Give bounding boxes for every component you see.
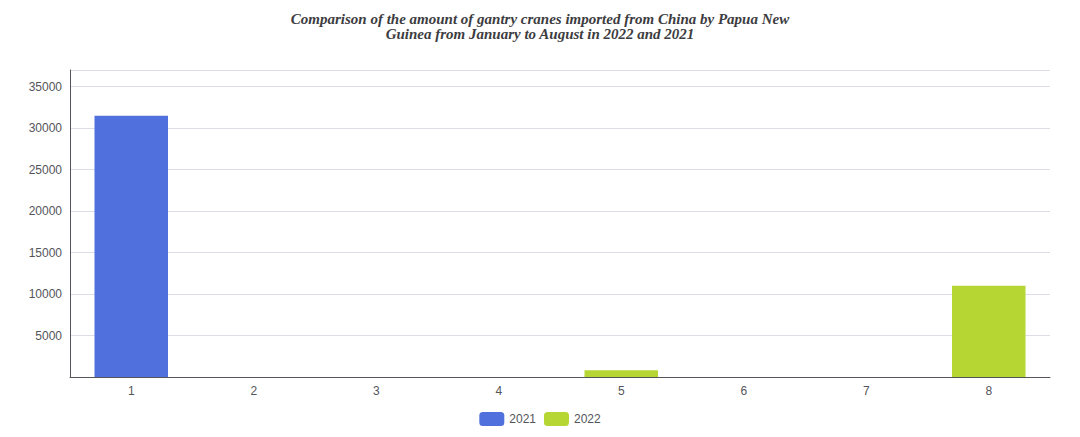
svg-text:2022: 2022 xyxy=(574,412,601,426)
svg-text:35000: 35000 xyxy=(29,80,63,94)
svg-text:20000: 20000 xyxy=(29,204,63,218)
svg-text:30000: 30000 xyxy=(29,121,63,135)
svg-text:7: 7 xyxy=(863,384,870,398)
svg-text:25000: 25000 xyxy=(29,163,63,177)
svg-text:Guinea from January to August: Guinea from January to August in 2022 an… xyxy=(386,26,695,42)
svg-text:6: 6 xyxy=(740,384,747,398)
svg-text:10000: 10000 xyxy=(29,287,63,301)
svg-text:8: 8 xyxy=(985,384,992,398)
svg-text:5: 5 xyxy=(618,384,625,398)
svg-text:15000: 15000 xyxy=(29,246,63,260)
svg-text:2: 2 xyxy=(250,384,257,398)
svg-text:3: 3 xyxy=(373,384,380,398)
svg-text:5000: 5000 xyxy=(35,329,62,343)
svg-text:Comparison of the amount of ga: Comparison of the amount of gantry crane… xyxy=(291,11,790,27)
svg-text:4: 4 xyxy=(495,384,502,398)
svg-text:2021: 2021 xyxy=(509,412,536,426)
svg-text:1: 1 xyxy=(128,384,135,398)
